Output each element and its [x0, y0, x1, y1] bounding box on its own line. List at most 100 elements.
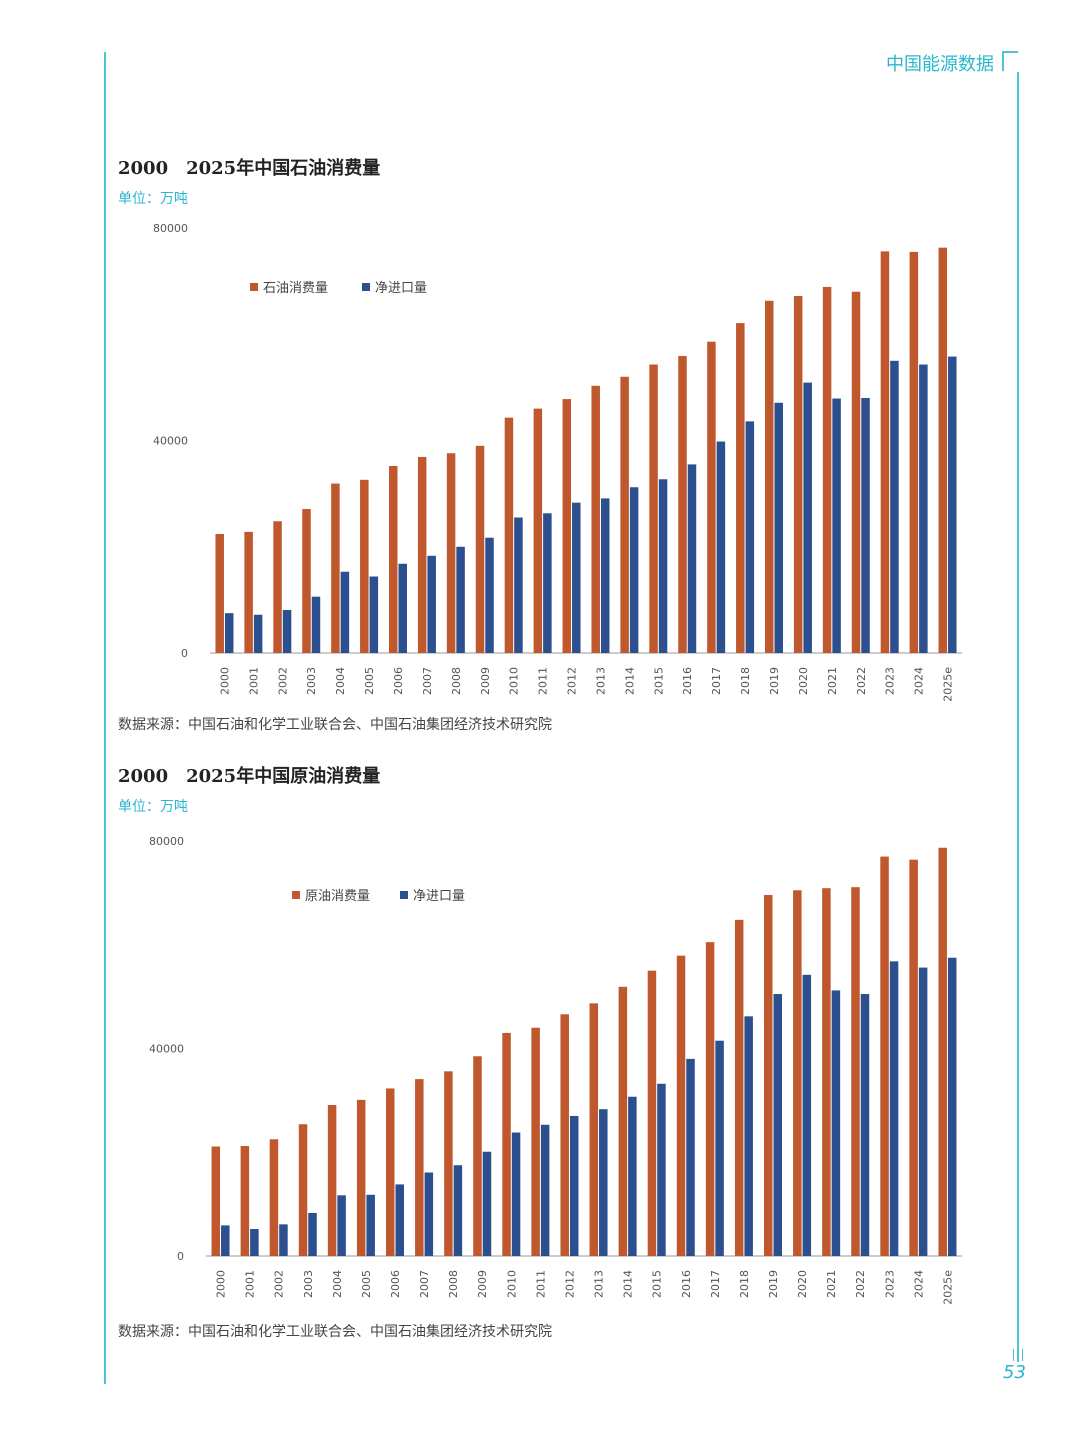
bar-consumption-2006: [389, 466, 398, 653]
bar-consumption-2006: [386, 1088, 395, 1256]
bar-net-import-2008: [456, 546, 465, 653]
x-tick-label: 2013: [593, 1270, 606, 1298]
bar-consumption-2002: [269, 1139, 279, 1256]
x-tick-label: 2010: [505, 1270, 518, 1298]
x-tick-label: 2012: [566, 667, 579, 695]
x-tick-label: 2015: [651, 1270, 664, 1298]
bar-consumption-2003: [302, 509, 311, 653]
x-tick-label: 2019: [767, 1270, 780, 1298]
legend-swatch: [250, 283, 258, 291]
x-tick-label: 2016: [680, 1270, 693, 1298]
bar-consumption-2016: [676, 955, 686, 1256]
bar-net-import-2006: [395, 1184, 404, 1256]
bar-net-import-2019: [774, 402, 783, 653]
bar-consumption-2014: [618, 986, 628, 1256]
bar-consumption-2019: [764, 894, 773, 1256]
bar-net-import-2020: [803, 382, 812, 653]
page-header-title: 中国能源数据: [886, 54, 994, 75]
bar-consumption-2018: [734, 919, 744, 1256]
x-tick-label: 2008: [447, 1270, 460, 1298]
bar-net-import-2000: [221, 1225, 230, 1256]
x-tick-label: 2024: [913, 667, 926, 695]
bar-consumption-2013: [591, 385, 600, 653]
bar-net-import-2006: [398, 563, 407, 653]
bar-net-import-2012: [569, 1115, 579, 1256]
bar-consumption-2009: [473, 1056, 482, 1256]
bar-net-import-2010: [511, 1132, 521, 1256]
bar-net-import-2009: [485, 537, 494, 653]
bar-consumption-2003: [298, 1124, 308, 1256]
bar-net-import-2012: [572, 502, 581, 653]
legend-label: 石油消费量: [263, 281, 328, 296]
chart2-source: 数据来源：中国石油和化学工业联合会、中国石油集团经济技术研究院: [118, 1324, 552, 1340]
x-tick-label: 2006: [389, 1270, 402, 1298]
bar-net-import-2023: [889, 961, 899, 1256]
y-tick-label: 80000: [153, 222, 188, 235]
bar-net-import-2018: [744, 1016, 753, 1256]
bar-consumption-2017: [707, 341, 716, 653]
bar-consumption-2014: [620, 376, 629, 653]
bar-consumption-2023: [880, 856, 889, 1256]
bar-net-import-2010: [514, 517, 523, 653]
bar-consumption-2013: [589, 1003, 599, 1256]
x-tick-label: 2021: [826, 667, 839, 695]
bar-net-import-2001: [250, 1229, 259, 1256]
x-tick-label: 2018: [739, 667, 752, 695]
bar-consumption-2000: [215, 534, 224, 653]
legend-swatch: [362, 283, 370, 291]
bar-net-import-2018: [745, 421, 755, 653]
y-tick-label: 80000: [149, 835, 184, 848]
x-tick-label: 2011: [534, 1270, 547, 1298]
x-tick-label: 2004: [334, 667, 347, 695]
bar-net-import-2002: [282, 609, 292, 653]
bar-net-import-2014: [628, 1096, 637, 1256]
right-rule: [1017, 72, 1019, 1362]
x-tick-label: 2024: [912, 1270, 925, 1298]
x-tick-label: 2001: [244, 1270, 257, 1298]
bar-net-import-2024: [919, 364, 928, 653]
chart1-oil-consumption: 0 40000 80000 2000 2001 2002 2003 2004 2005 2006 2…: [153, 222, 962, 702]
bar-consumption-2021: [822, 286, 832, 653]
legend-label: 净进口量: [413, 889, 465, 904]
x-tick-label: 2000: [218, 667, 231, 695]
bar-net-import-2015: [657, 1083, 666, 1256]
chart1-title: 2000 2025年中国石油消费量: [118, 158, 381, 179]
bar-net-import-2017: [716, 441, 726, 653]
bar-consumption-2001: [244, 531, 253, 653]
bar-consumption-2000: [211, 1146, 221, 1256]
x-tick-label: 2005: [363, 667, 376, 695]
bar-net-import-2004: [337, 1195, 346, 1256]
bar-net-import-2022: [860, 994, 870, 1256]
bar-net-import-2023: [890, 360, 899, 653]
bar-consumption-2022: [851, 291, 861, 653]
chart1-unit: 单位：万吨: [118, 191, 188, 207]
chart2-title: 2000 2025年中国原油消费量: [118, 766, 381, 787]
bar-net-import-2001: [253, 614, 263, 653]
y-tick-label: 40000: [153, 435, 188, 448]
legend-label: 原油消费量: [305, 889, 370, 904]
x-tick-label: 2025e: [941, 1270, 954, 1305]
x-tick-label: 2002: [276, 667, 289, 695]
right-rule-ticks: [1013, 1349, 1023, 1361]
bar-net-import-2013: [600, 498, 610, 653]
bar-consumption-2016: [678, 356, 687, 653]
bar-consumption-2007: [415, 1079, 424, 1256]
x-tick-label: 2017: [710, 667, 723, 695]
y-tick-label: 0: [177, 1250, 184, 1263]
bar-net-import-2021: [831, 990, 841, 1256]
bar-consumption-2012: [560, 1014, 569, 1256]
bar-consumption-2012: [562, 399, 572, 653]
bar-net-import-2005: [369, 576, 379, 653]
bar-net-import-2024: [918, 967, 928, 1256]
x-tick-label: 2006: [392, 667, 405, 695]
x-tick-label: 2023: [883, 1270, 896, 1298]
bar-consumption-2005: [356, 1099, 366, 1256]
x-tick-label: 2022: [854, 1270, 867, 1298]
x-tick-label: 2020: [796, 1270, 809, 1298]
x-tick-label: 2009: [479, 667, 492, 695]
bar-consumption-2010: [504, 417, 514, 653]
bar-consumption-2011: [533, 408, 543, 653]
x-tick-label: 2004: [331, 1270, 344, 1298]
x-tick-label: 2025e: [942, 667, 955, 702]
y-tick-label: 0: [181, 647, 188, 660]
